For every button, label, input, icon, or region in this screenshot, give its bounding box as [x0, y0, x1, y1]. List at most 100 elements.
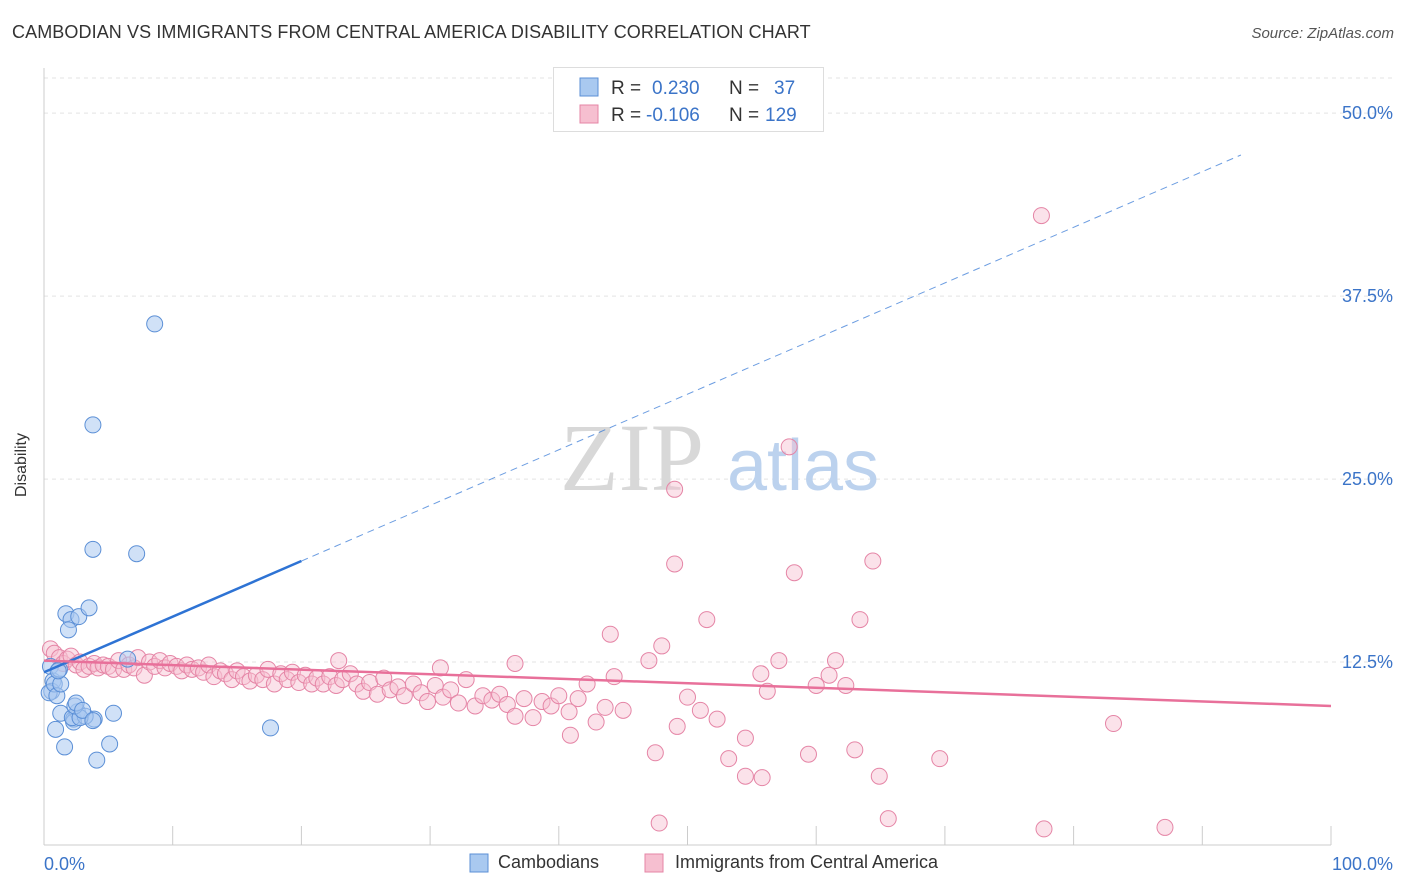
immigrants-point	[457, 671, 475, 689]
bottom-legend-immigrants: Immigrants from Central America	[675, 852, 939, 872]
cambodians-point	[56, 738, 74, 756]
legend-n-label: N =	[729, 78, 759, 99]
y-tick-label: 12.5%	[1342, 652, 1393, 672]
immigrants-point	[879, 810, 897, 828]
watermark: ZIP atlas	[560, 404, 879, 511]
legend-swatch-cambodians	[579, 77, 599, 97]
immigrants-point	[330, 652, 348, 670]
legend-r-value: -0.106	[646, 105, 700, 126]
immigrants-point	[614, 701, 632, 719]
immigrants-point	[348, 675, 366, 693]
tick-labels: 12.5% 25.0% 37.5% 50.0% 0.0% 100.0%	[44, 103, 1393, 874]
immigrants-point	[241, 672, 259, 690]
immigrants-point	[104, 660, 122, 678]
immigrants-point	[533, 693, 551, 711]
immigrants-point	[646, 744, 664, 762]
immigrants-point	[550, 687, 568, 705]
cambodians-point	[84, 712, 102, 730]
legend-r-value: 0.230	[652, 78, 700, 99]
immigrants-point	[569, 690, 587, 708]
cambodians-trend-extension	[301, 154, 1242, 562]
immigrants-point	[666, 555, 684, 573]
gridlines	[44, 77, 1392, 663]
immigrants-point	[668, 717, 686, 735]
immigrants-point	[265, 675, 283, 693]
immigrants-point	[395, 687, 413, 705]
immigrants-point	[290, 674, 308, 692]
chart-title: CAMBODIAN VS IMMIGRANTS FROM CENTRAL AME…	[12, 22, 811, 42]
immigrants-point	[560, 703, 578, 721]
immigrants-point	[587, 713, 605, 731]
immigrants-point	[368, 685, 386, 703]
immigrants-point	[770, 652, 788, 670]
cambodians-point	[59, 621, 77, 639]
immigrants-point	[870, 767, 888, 785]
immigrants-point	[498, 695, 516, 713]
immigrants-point	[650, 814, 668, 832]
immigrants-point	[736, 767, 754, 785]
source-label: Source: ZipAtlas.com	[1251, 25, 1394, 42]
immigrants-point	[931, 750, 949, 768]
y-tick-label: 37.5%	[1342, 286, 1393, 306]
immigrants-point	[720, 750, 738, 768]
immigrants-trend-line	[43, 659, 1332, 708]
immigrants-point	[341, 665, 359, 683]
legend-n-value: 129	[765, 105, 797, 126]
cambodians-point	[84, 540, 102, 558]
immigrants-point	[837, 676, 855, 694]
immigrants-point	[698, 611, 716, 629]
x-tick-label: 100.0%	[1332, 854, 1393, 874]
axes	[43, 68, 1332, 846]
immigrants-point	[321, 668, 339, 686]
immigrants-point	[442, 681, 460, 699]
cambodians-point	[74, 701, 92, 719]
immigrants-point	[752, 665, 770, 683]
immigrants-point	[1035, 820, 1053, 838]
immigrants-point	[449, 694, 467, 712]
immigrants-point	[515, 690, 533, 708]
legend-n-value: 37	[774, 78, 795, 99]
immigrants-point	[666, 480, 684, 498]
immigrants-point	[736, 729, 754, 747]
cambodians-point	[80, 599, 98, 617]
cambodians-point	[146, 315, 164, 333]
immigrants-point	[1156, 818, 1174, 836]
cambodians-point	[84, 416, 102, 434]
immigrants-point	[753, 769, 771, 787]
bottom-legend-swatch-immigrants	[644, 853, 664, 873]
legend-n-label: N =	[729, 105, 759, 126]
cambodians-point	[88, 751, 106, 769]
immigrants-point	[653, 637, 671, 655]
immigrants-point	[851, 611, 869, 629]
legend-r-label: R =	[611, 105, 641, 126]
immigrants-point	[785, 564, 803, 582]
cambodians-point	[47, 720, 65, 738]
immigrants-point	[506, 654, 524, 672]
y-tick-label: 50.0%	[1342, 103, 1393, 123]
bottom-legend-swatch-cambodians	[469, 853, 489, 873]
immigrants-point	[679, 688, 696, 706]
immigrants-point	[506, 707, 524, 725]
cambodians-point	[101, 735, 119, 753]
immigrants-point	[314, 675, 332, 693]
cambodians-trend-line	[43, 559, 302, 674]
immigrants-point	[524, 709, 542, 727]
legend-r-label: R =	[611, 78, 641, 99]
immigrants-point	[799, 745, 817, 763]
immigrants-point	[412, 684, 430, 702]
immigrants-point	[1104, 715, 1122, 733]
immigrants-point	[596, 698, 614, 716]
immigrants-point	[327, 676, 345, 694]
immigrants-point	[419, 693, 437, 711]
cambodians-point	[128, 545, 146, 563]
immigrants-point	[846, 741, 864, 759]
cambodians-point	[104, 704, 122, 722]
immigrants-point	[640, 652, 658, 670]
immigrants-point	[691, 701, 709, 719]
immigrants-point	[820, 666, 838, 684]
immigrants-point	[807, 676, 825, 694]
immigrants-point	[561, 726, 579, 744]
immigrants-series	[41, 207, 1174, 838]
immigrants-point	[1032, 207, 1050, 225]
